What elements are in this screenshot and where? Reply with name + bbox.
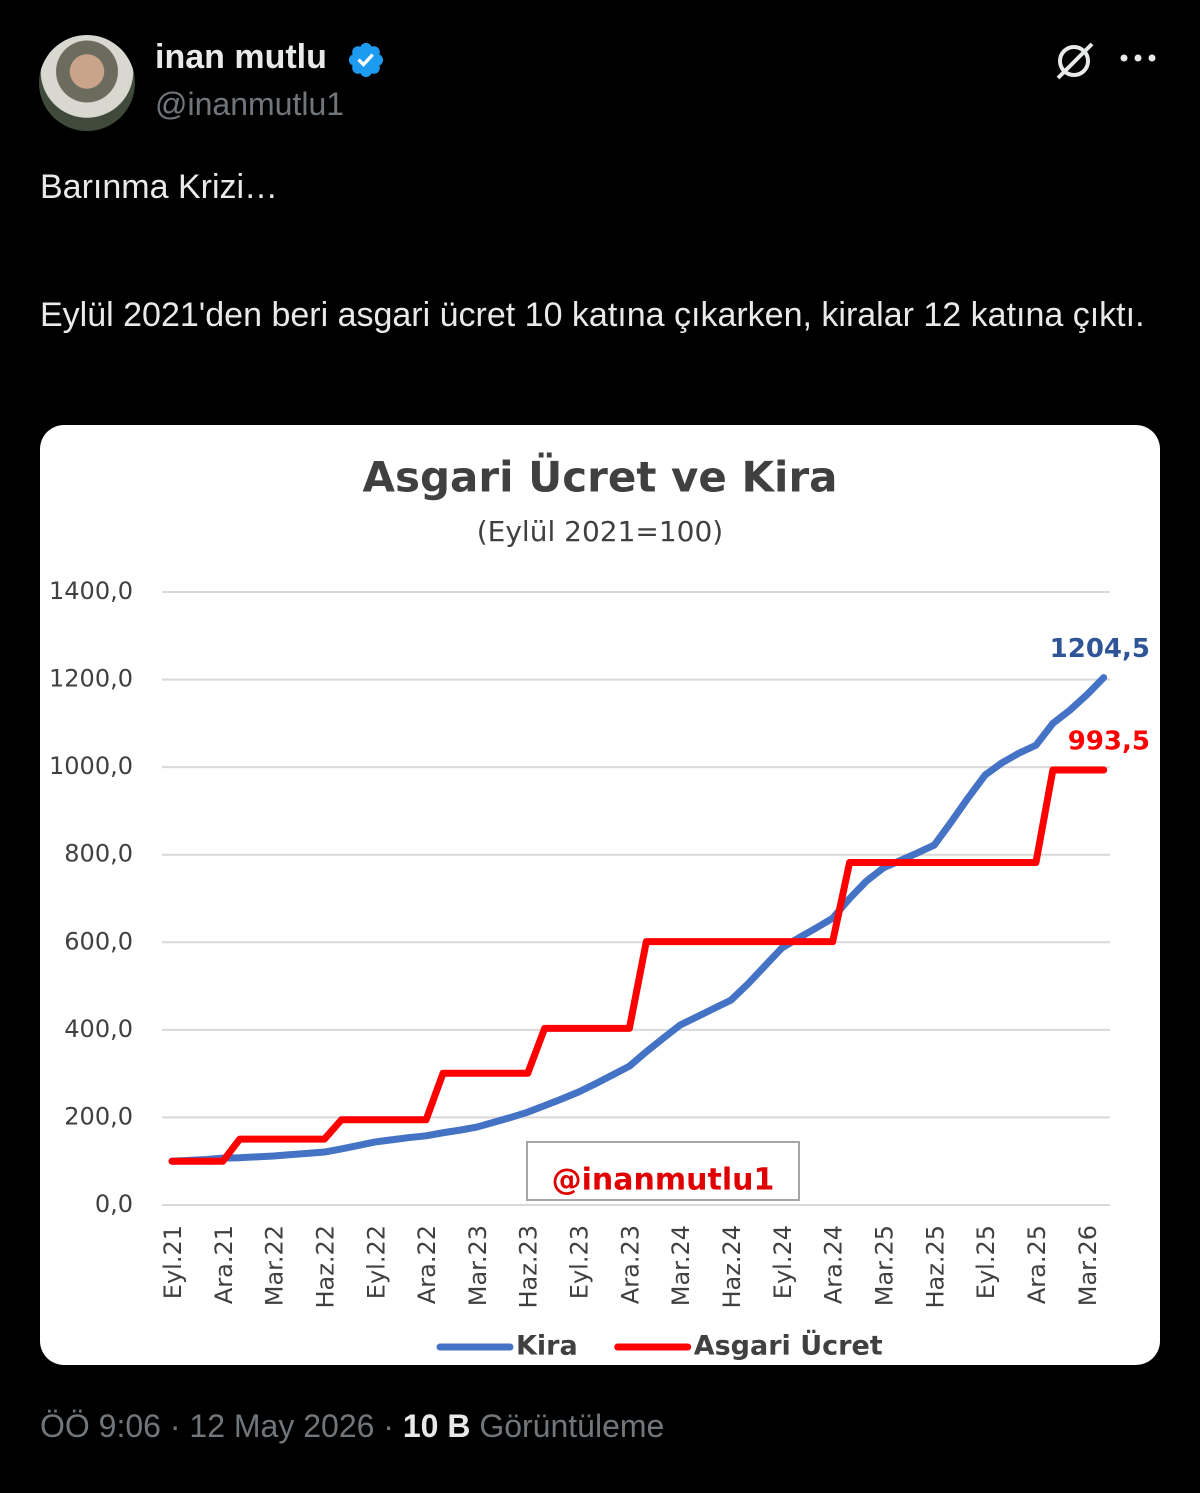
grok-icon[interactable] <box>1052 38 1098 84</box>
y-tick-label: 800,0 <box>64 840 133 868</box>
x-tick-label: Eyl.21 <box>159 1225 187 1299</box>
chart-card[interactable]: Asgari Ücret ve Kira (Eylül 2021=100) 0,… <box>40 425 1160 1365</box>
author-handle[interactable]: @inanmutlu1 <box>155 86 345 122</box>
chart: Asgari Ücret ve Kira (Eylül 2021=100) 0,… <box>49 452 1150 1362</box>
x-tick-label: Ara.23 <box>616 1225 644 1304</box>
x-tick-label: Mar.24 <box>667 1225 695 1306</box>
verified-badge <box>348 42 384 78</box>
x-tick-label: Eyl.25 <box>972 1225 1000 1299</box>
x-tick-label: Ara.22 <box>413 1225 441 1304</box>
x-tick-label: Haz.25 <box>921 1225 949 1309</box>
y-tick-label: 1000,0 <box>49 752 133 780</box>
x-tick-label: Ara.21 <box>210 1225 238 1304</box>
annotation-box <box>526 1141 800 1201</box>
y-tick-label: 200,0 <box>64 1102 133 1130</box>
x-tick-label: Ara.25 <box>1023 1225 1051 1304</box>
x-tick-label: Eyl.24 <box>769 1225 797 1299</box>
y-tick-label: 0,0 <box>95 1190 133 1218</box>
x-tick-label: Haz.23 <box>515 1225 543 1309</box>
series-line <box>168 766 1108 1165</box>
separator: · <box>169 1408 181 1444</box>
legend-label: Asgari Ücret <box>694 1329 883 1362</box>
x-tick-label: Haz.24 <box>718 1225 746 1309</box>
x-tick-label: Ara.24 <box>820 1225 848 1304</box>
y-tick-label: 1200,0 <box>49 665 133 693</box>
y-tick-label: 1400,0 <box>49 577 133 605</box>
avatar[interactable] <box>39 35 135 131</box>
more-icon[interactable] <box>1118 48 1162 68</box>
x-tick-label: Mar.23 <box>464 1225 492 1306</box>
x-tick-label: Mar.26 <box>1074 1225 1102 1306</box>
x-tick-label: Eyl.23 <box>566 1225 594 1299</box>
y-tick-label: 600,0 <box>64 927 133 955</box>
x-tick-label: Eyl.22 <box>362 1225 390 1299</box>
time: ÖÖ 9:06 <box>40 1408 161 1444</box>
chart-subtitle: (Eylül 2021=100) <box>477 515 723 548</box>
tweet-text: Barınma Krizi… <box>40 168 279 206</box>
tweet-text: Eylül 2021'den beri asgari ücret 10 katı… <box>40 296 1145 334</box>
author-name[interactable]: inan mutlu <box>155 38 327 76</box>
separator: · <box>383 1408 394 1444</box>
views-label: Görüntüleme <box>479 1408 665 1444</box>
views-count: 10 B <box>402 1408 471 1444</box>
series-line <box>168 674 1108 1165</box>
date: 12 May 2026 <box>189 1408 375 1444</box>
data-label: 1204,5 <box>1050 634 1150 664</box>
x-tick-label: Mar.25 <box>870 1225 898 1306</box>
x-tick-label: Mar.22 <box>261 1225 289 1306</box>
tweet-footer: ÖÖ 9:06 · 12 May 2026 · 10 B Görüntüleme <box>40 1408 664 1445</box>
annotation: @inanmutlu1 <box>552 1163 775 1198</box>
x-tick-label: Haz.22 <box>311 1225 339 1309</box>
data-label: 993,5 <box>1068 726 1150 756</box>
y-tick-label: 400,0 <box>64 1015 133 1043</box>
legend-label: Kira <box>516 1331 578 1362</box>
chart-title: Asgari Ücret ve Kira <box>362 452 837 502</box>
